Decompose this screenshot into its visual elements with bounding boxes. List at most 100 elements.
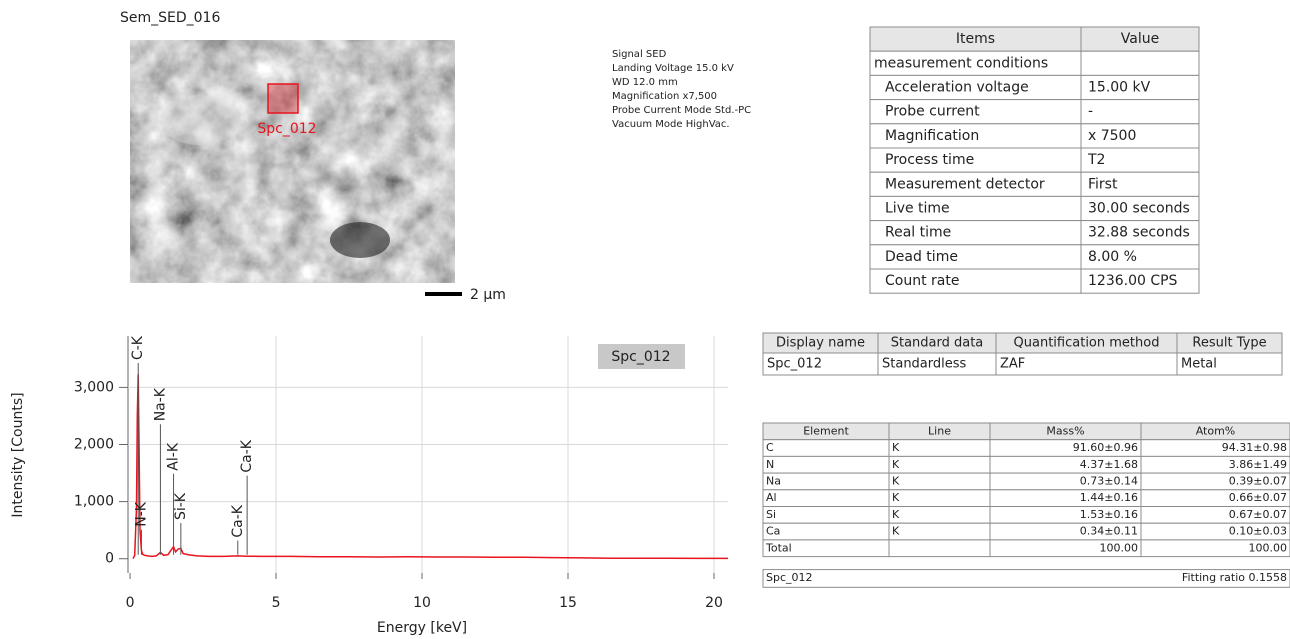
region-label: Spc_012 bbox=[257, 121, 316, 137]
sem-image bbox=[130, 40, 455, 283]
header-text: Element bbox=[803, 424, 849, 437]
cell bbox=[763, 490, 889, 507]
cell-text: N bbox=[766, 458, 774, 471]
cell-text: Real time bbox=[885, 225, 951, 241]
x-axis-label: Energy [keV] bbox=[377, 620, 467, 636]
cell bbox=[889, 540, 990, 557]
cell-text: Process time bbox=[885, 152, 974, 168]
header-text: Items bbox=[956, 31, 995, 47]
cell-text: Total bbox=[765, 541, 792, 554]
cell-text: 4.37±1.68 bbox=[1080, 458, 1138, 471]
cell-text: Acceleration voltage bbox=[885, 80, 1029, 96]
cell-text: - bbox=[1088, 104, 1093, 120]
cell-text: Si bbox=[766, 508, 776, 521]
cell-text: Spc_012 bbox=[767, 357, 822, 372]
x-tick-label: 10 bbox=[413, 595, 431, 611]
cell-text: K bbox=[892, 458, 900, 471]
cell bbox=[1081, 100, 1199, 124]
cell-text: K bbox=[892, 491, 900, 504]
peak-label: Ca-K bbox=[230, 504, 246, 537]
cell-text: 0.39±0.07 bbox=[1229, 474, 1287, 487]
y-tick-label: 2,000 bbox=[74, 437, 114, 453]
cell-text: 1236.00 CPS bbox=[1088, 273, 1178, 289]
cell-text: 100.00 bbox=[1249, 541, 1288, 554]
cell-text: 32.88 seconds bbox=[1088, 225, 1190, 241]
cell-text: 8.00 % bbox=[1088, 249, 1137, 265]
cell-text: K bbox=[892, 525, 900, 538]
header-text: Atom% bbox=[1196, 424, 1236, 437]
scale-label: 2 µm bbox=[470, 287, 506, 303]
header-text: Quantification method bbox=[1014, 336, 1160, 351]
cell-text: 0.10±0.03 bbox=[1229, 525, 1287, 538]
cell bbox=[763, 473, 889, 490]
cell bbox=[763, 456, 889, 473]
cell-text: 0.66±0.07 bbox=[1229, 491, 1287, 504]
cell-text: Magnification bbox=[885, 128, 979, 144]
cell-text: 15.00 kV bbox=[1088, 80, 1151, 96]
x-tick-label: 0 bbox=[126, 595, 135, 611]
cell bbox=[889, 440, 990, 457]
cell-text: 1.44±0.16 bbox=[1080, 491, 1138, 504]
cell bbox=[763, 523, 889, 540]
header-text: Mass% bbox=[1046, 424, 1084, 437]
y-tick-label: 1,000 bbox=[74, 494, 114, 510]
page: Sem_SED_016 Spc_012 2 µm Spc_012 Energy … bbox=[0, 0, 1290, 639]
metadata-line: Landing Voltage 15.0 kV bbox=[612, 63, 734, 74]
cell-text: Na bbox=[766, 474, 781, 487]
y-tick-label: 0 bbox=[105, 551, 114, 567]
cell-text: K bbox=[892, 474, 900, 487]
footer-text: Fitting ratio 0.1558 bbox=[1182, 571, 1287, 584]
cell bbox=[889, 456, 990, 473]
cell-text: K bbox=[892, 508, 900, 521]
cell-text: 91.60±0.96 bbox=[1073, 441, 1138, 454]
cell-text: Ca bbox=[766, 525, 780, 538]
cell-text: 0.73±0.14 bbox=[1080, 474, 1138, 487]
cell-text: 94.31±0.98 bbox=[1222, 441, 1287, 454]
x-tick-label: 5 bbox=[272, 595, 281, 611]
peak-label: C-K bbox=[130, 335, 146, 360]
header-text: Result Type bbox=[1192, 336, 1266, 351]
peak-label: N-K bbox=[133, 501, 149, 527]
cell bbox=[889, 523, 990, 540]
cell-text: x 7500 bbox=[1088, 128, 1136, 144]
peak-label: Na-K bbox=[152, 387, 168, 421]
cell-text: Dead time bbox=[885, 249, 958, 265]
cell-text: Count rate bbox=[885, 273, 959, 289]
cell bbox=[889, 507, 990, 524]
cell-text: 100.00 bbox=[1100, 541, 1139, 554]
cell bbox=[763, 440, 889, 457]
cell-text: First bbox=[1088, 176, 1118, 192]
peak-label: Si-K bbox=[173, 492, 189, 520]
cell-text: 3.86±1.49 bbox=[1229, 458, 1287, 471]
cell-text: Live time bbox=[885, 201, 950, 217]
metadata-line: WD 12.0 mm bbox=[612, 77, 678, 88]
peak-label: Ca-K bbox=[239, 439, 255, 472]
image-title: Sem_SED_016 bbox=[120, 10, 220, 26]
cell-text: Al bbox=[766, 491, 777, 504]
metadata-line: Magnification x7,500 bbox=[612, 91, 717, 102]
cell-text: Probe current bbox=[885, 104, 980, 120]
y-axis-label: Intensity [Counts] bbox=[10, 392, 26, 517]
cell-text: 30.00 seconds bbox=[1088, 201, 1190, 217]
cell-text: 0.34±0.11 bbox=[1080, 525, 1138, 538]
cell-text: measurement conditions bbox=[874, 55, 1048, 71]
cell-text: ZAF bbox=[1000, 357, 1025, 372]
x-tick-label: 20 bbox=[705, 595, 723, 611]
cell-text: Measurement detector bbox=[885, 176, 1045, 192]
cell bbox=[889, 473, 990, 490]
region-marker bbox=[268, 84, 298, 113]
cell-text: C bbox=[766, 441, 774, 454]
metadata-line: Signal SED bbox=[612, 49, 667, 60]
cell-text: 1.53±0.16 bbox=[1080, 508, 1138, 521]
cell-text: 0.67±0.07 bbox=[1229, 508, 1287, 521]
scale-bar bbox=[425, 292, 462, 296]
x-tick-label: 15 bbox=[559, 595, 577, 611]
cell-text: Standardless bbox=[882, 357, 967, 372]
legend-label: Spc_012 bbox=[611, 349, 670, 365]
spectrum-line bbox=[133, 374, 728, 558]
peak-label: Al-K bbox=[166, 442, 182, 471]
header-text: Display name bbox=[776, 336, 865, 351]
cell-text: K bbox=[892, 441, 900, 454]
metadata-line: Vacuum Mode HighVac. bbox=[612, 119, 730, 130]
header-text: Value bbox=[1121, 31, 1159, 47]
